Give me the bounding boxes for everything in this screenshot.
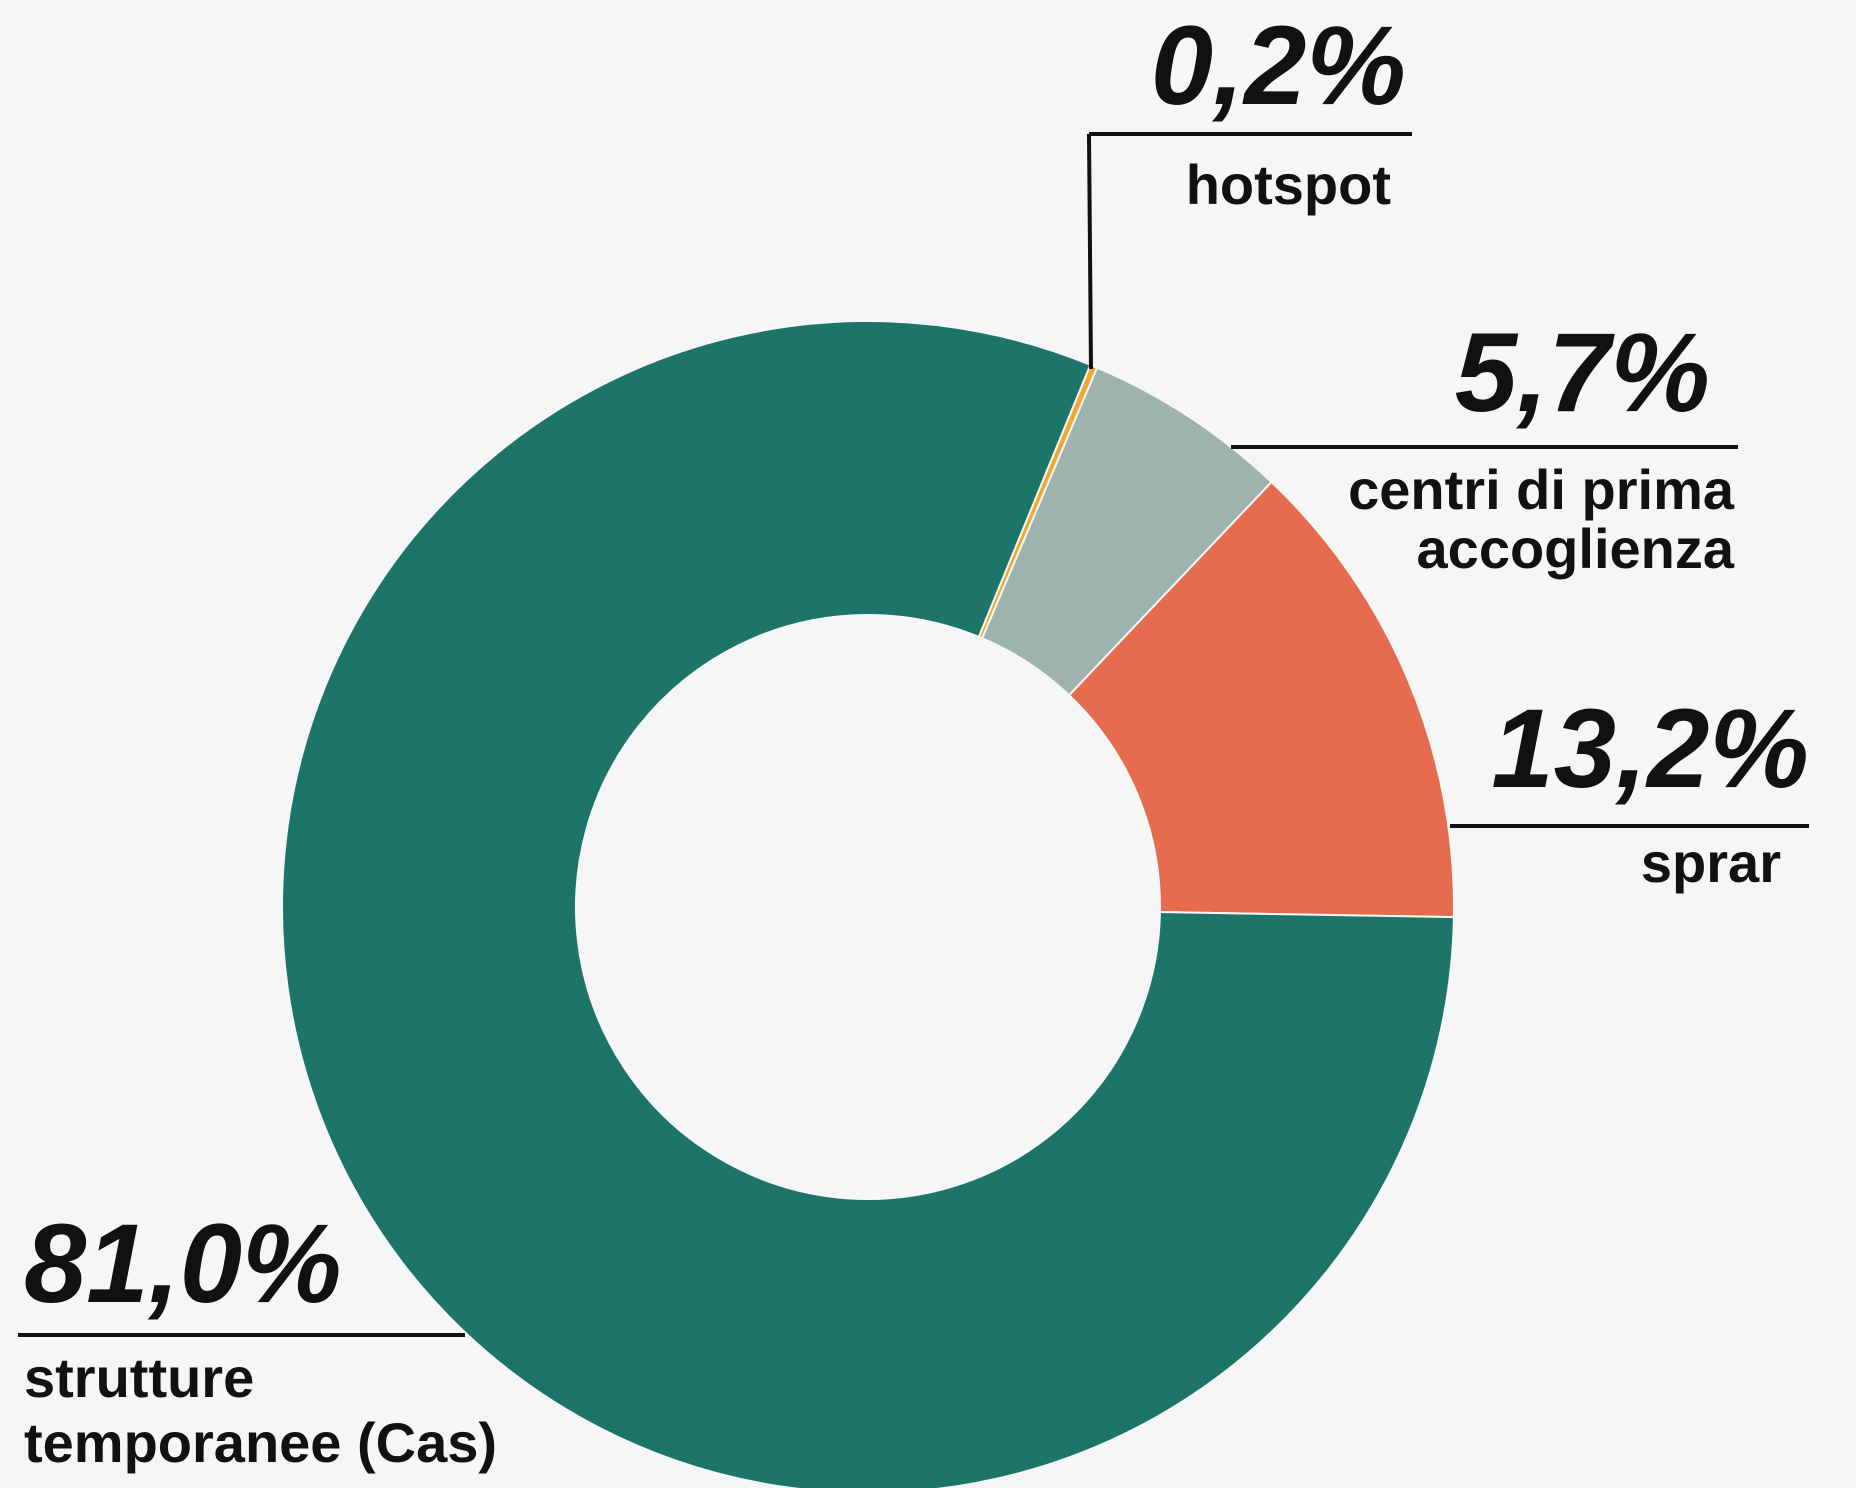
leader-line (1087, 132, 1412, 370)
category-label: accoglienza (1417, 517, 1735, 580)
donut-segment (1067, 480, 1455, 919)
value-label: 81,0% (24, 1201, 342, 1326)
category-label: strutture (24, 1346, 254, 1409)
category-label: temporanee (Cas) (24, 1411, 497, 1474)
category-label: sprar (1641, 831, 1781, 894)
value-label: 5,7% (1455, 310, 1710, 435)
category-label: centri di prima (1348, 458, 1735, 521)
value-label: 13,2% (1491, 686, 1809, 811)
category-label: hotspot (1186, 153, 1391, 216)
donut-segment (280, 320, 1455, 1488)
value-label: 0,2% (1151, 3, 1406, 128)
